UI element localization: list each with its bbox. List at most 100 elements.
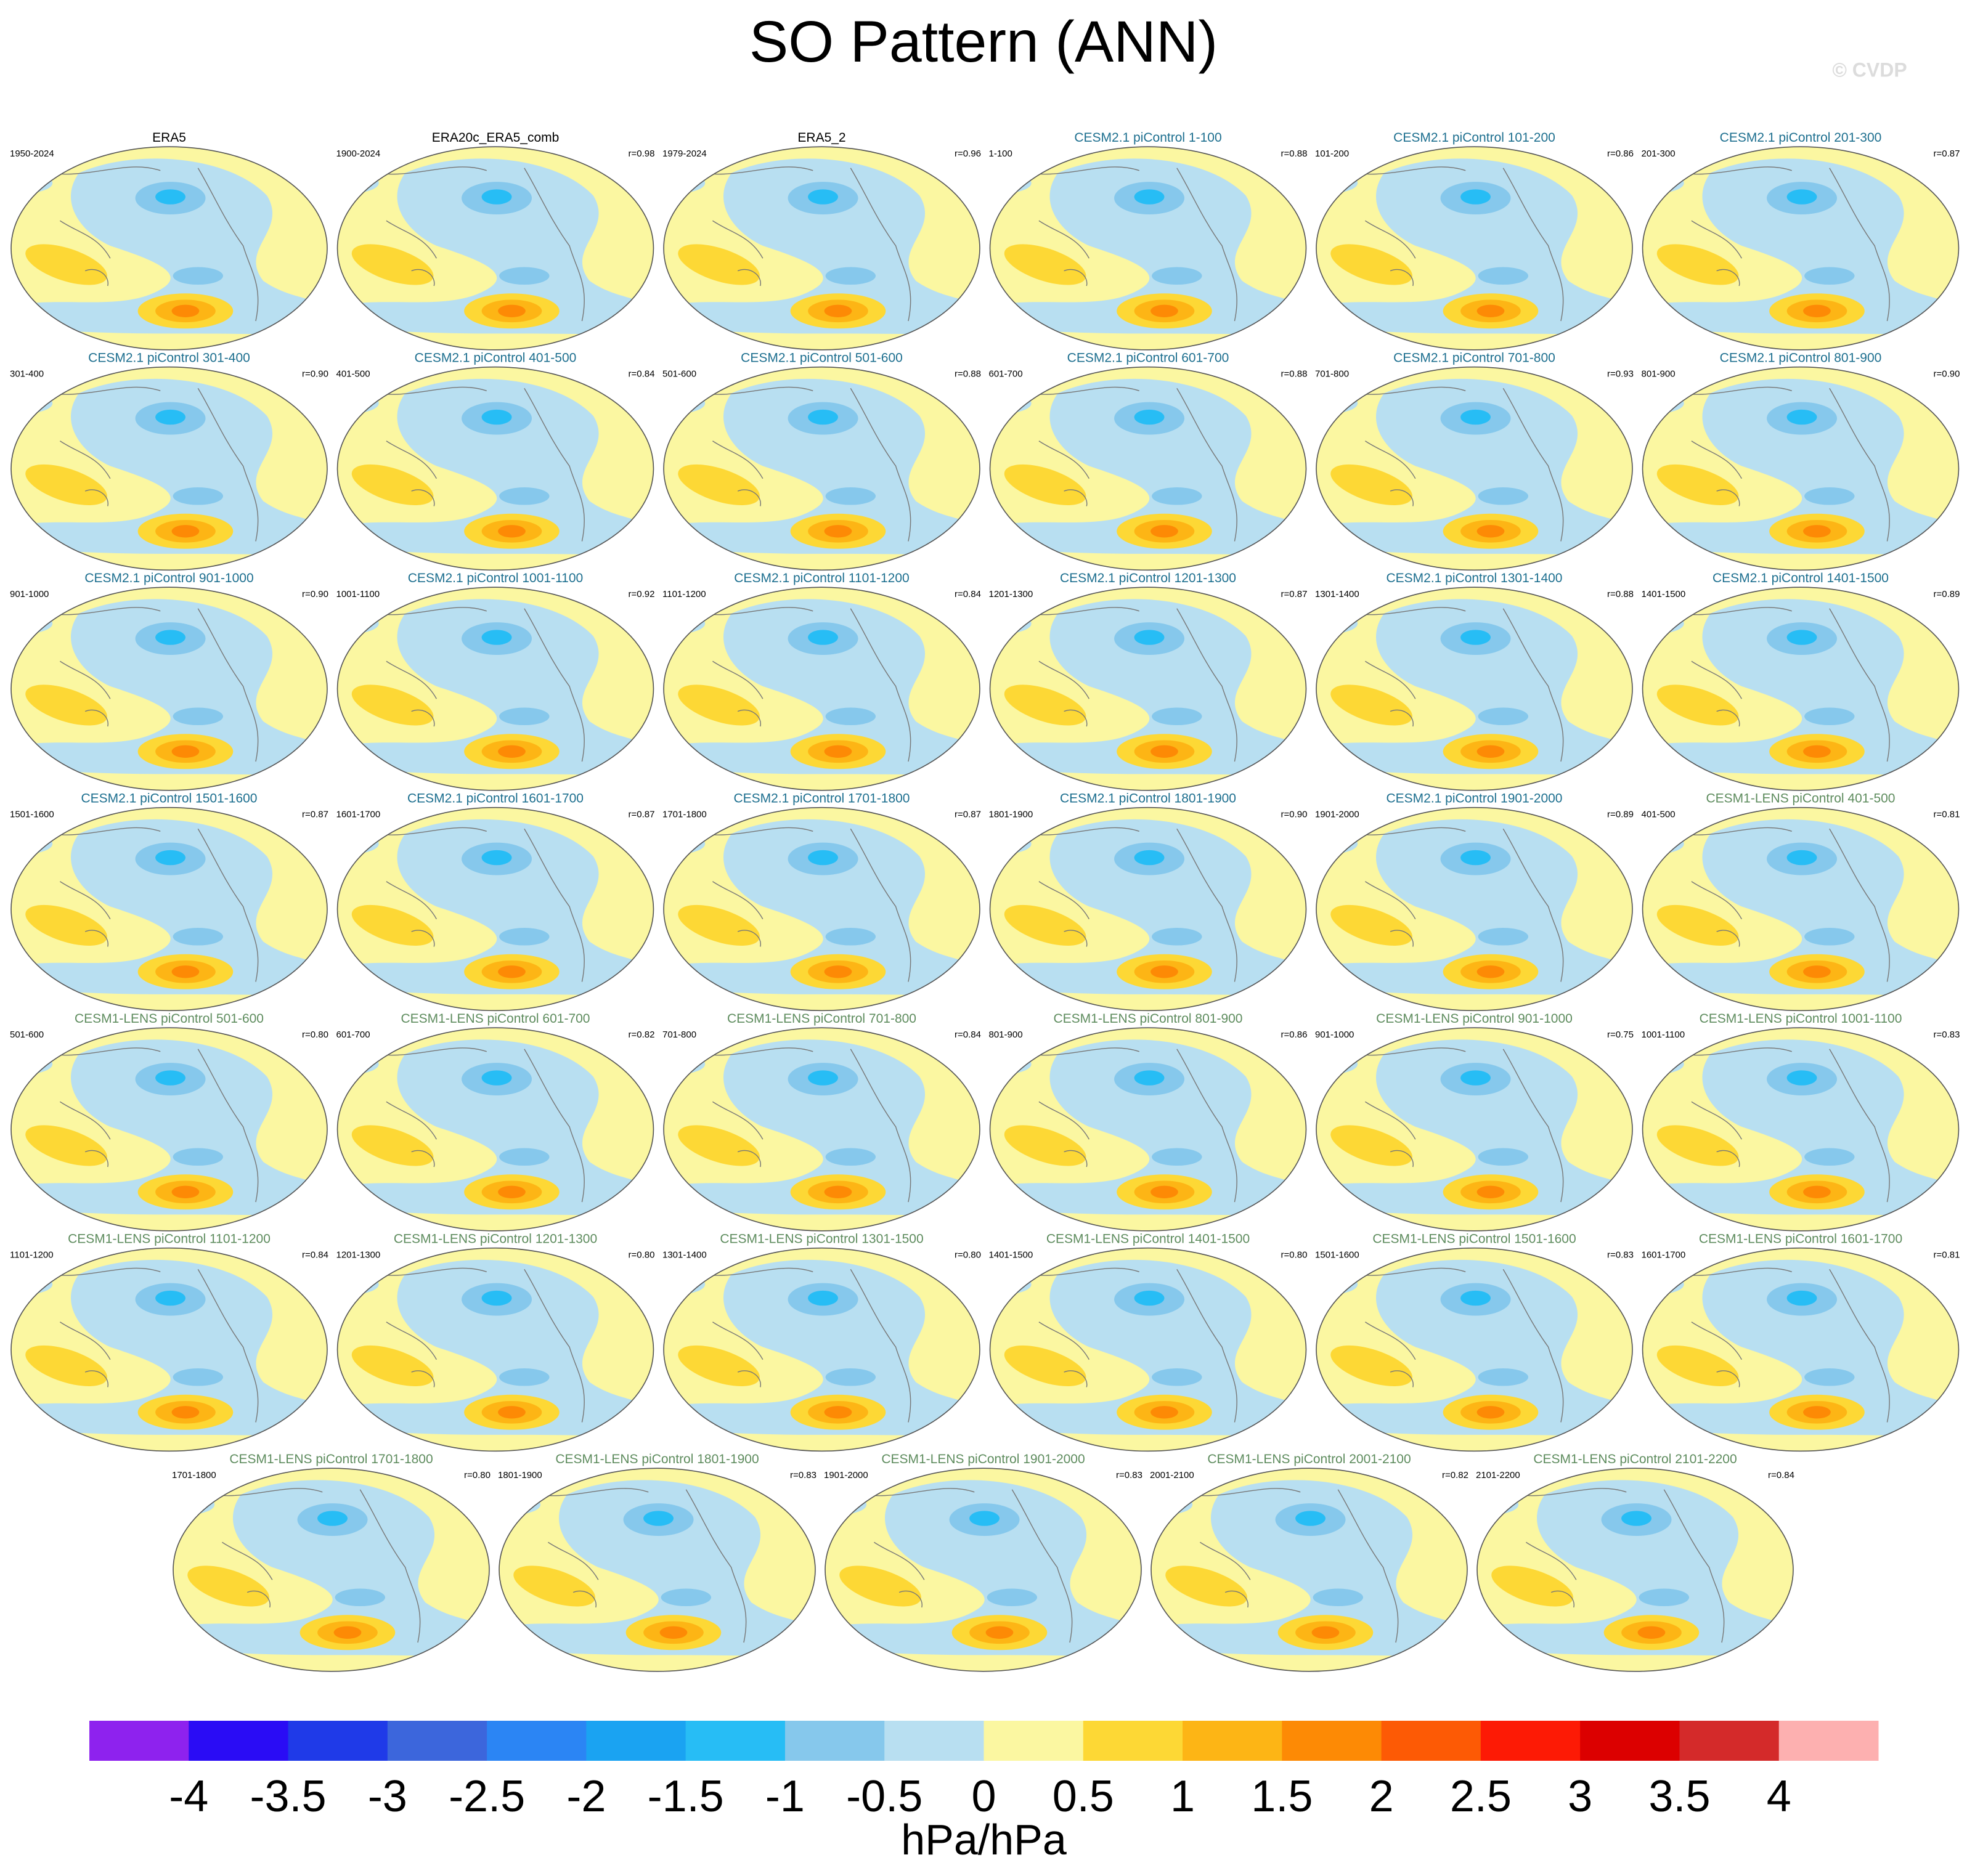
colorbar-label: -4 bbox=[169, 1772, 208, 1821]
colorbar-label: 1.5 bbox=[1251, 1772, 1313, 1821]
map bbox=[650, 366, 981, 572]
panel-title: CESM1-LENS piControl 2001-2100 bbox=[1207, 1452, 1411, 1466]
panel-period: 501-600 bbox=[10, 1029, 44, 1040]
panel-correlation: r=0.84 bbox=[302, 1250, 328, 1261]
map bbox=[0, 586, 328, 792]
panel-period: 1501-1600 bbox=[10, 810, 54, 820]
panel-title: CESM1-LENS piControl 1701-1800 bbox=[229, 1452, 433, 1466]
panel-title: CESM1-LENS piControl 1901-2000 bbox=[881, 1452, 1085, 1466]
panel-title: CESM1-LENS piControl 1801-1900 bbox=[555, 1452, 759, 1466]
map bbox=[1629, 145, 1960, 351]
colorbar-box bbox=[1679, 1721, 1780, 1761]
figure-title: SO Pattern (ANN) bbox=[749, 9, 1218, 75]
panel-correlation: r=0.84 bbox=[629, 369, 655, 380]
panel-period: 2101-2200 bbox=[1476, 1470, 1520, 1480]
panel-title: CESM2.1 piControl 1401-1500 bbox=[1712, 571, 1889, 585]
panel-title: CESM2.1 piControl 1201-1300 bbox=[1060, 571, 1236, 585]
panel-correlation: r=0.96 bbox=[955, 148, 981, 159]
panel-period: 801-900 bbox=[1642, 369, 1676, 380]
panel-period: 1950-2024 bbox=[10, 148, 54, 159]
map bbox=[324, 806, 654, 1012]
map bbox=[1303, 586, 1634, 792]
colorbar-box bbox=[884, 1721, 984, 1761]
colorbar-box bbox=[89, 1721, 189, 1761]
panel-period: 1979-2024 bbox=[662, 148, 707, 159]
panel-period: 901-1000 bbox=[10, 589, 49, 599]
colorbar-box bbox=[784, 1721, 885, 1761]
panel-period: 401-500 bbox=[1642, 810, 1676, 820]
map bbox=[650, 145, 981, 351]
colorbar-label: -3.5 bbox=[250, 1772, 327, 1821]
panel-period: 701-800 bbox=[662, 1029, 696, 1040]
panel-correlation: r=0.80 bbox=[464, 1470, 491, 1480]
panel-title: CESM2.1 piControl 401-500 bbox=[415, 351, 577, 365]
panel-period: 901-1000 bbox=[1315, 1029, 1354, 1040]
map bbox=[976, 366, 1307, 572]
panel-correlation: r=0.84 bbox=[955, 1029, 981, 1040]
panel-period: 1301-1400 bbox=[662, 1250, 707, 1261]
panel-period: 1801-1900 bbox=[989, 810, 1033, 820]
panel-period: 1501-1600 bbox=[1315, 1250, 1359, 1261]
panel-title: CESM1-LENS piControl 2101-2200 bbox=[1533, 1452, 1737, 1466]
panel-period: 701-800 bbox=[1315, 369, 1349, 380]
map bbox=[486, 1467, 817, 1673]
panel-correlation: r=0.88 bbox=[1281, 369, 1308, 380]
panel-period: 1901-2000 bbox=[824, 1470, 868, 1480]
panel-title: CESM2.1 piControl 701-800 bbox=[1393, 351, 1555, 365]
panel-correlation: r=0.92 bbox=[629, 589, 655, 599]
panel-title: CESM2.1 piControl 1601-1700 bbox=[407, 792, 584, 806]
colorbar-box bbox=[1083, 1721, 1183, 1761]
panel-title: CESM2.1 piControl 1901-2000 bbox=[1386, 792, 1562, 806]
panel-correlation: r=0.90 bbox=[1934, 369, 1960, 380]
panel-title: CESM1-LENS piControl 501-600 bbox=[75, 1012, 264, 1026]
panel-correlation: r=0.80 bbox=[302, 1029, 328, 1040]
colorbar-box bbox=[1580, 1721, 1680, 1761]
panel-correlation: r=0.83 bbox=[1934, 1029, 1960, 1040]
colorbar-label: 0.5 bbox=[1053, 1772, 1114, 1821]
panel-correlation: r=0.88 bbox=[955, 369, 981, 380]
panel-correlation: r=0.86 bbox=[1607, 148, 1634, 159]
panel-period: 1-100 bbox=[989, 148, 1012, 159]
panel-correlation: r=0.90 bbox=[302, 589, 328, 599]
map bbox=[324, 145, 654, 351]
colorbar-label: -2.5 bbox=[449, 1772, 525, 1821]
panel-correlation: r=0.89 bbox=[1607, 810, 1634, 820]
colorbar-label: -1.5 bbox=[648, 1772, 724, 1821]
colorbar-box bbox=[189, 1721, 289, 1761]
panel-correlation: r=0.80 bbox=[955, 1250, 981, 1261]
panel-correlation: r=0.87 bbox=[1934, 148, 1960, 159]
map bbox=[0, 1247, 328, 1453]
panel-title: ERA5 bbox=[152, 131, 186, 145]
colorbar-box bbox=[288, 1721, 388, 1761]
map bbox=[0, 806, 328, 1012]
map bbox=[976, 1026, 1307, 1232]
panel-period: 2001-2100 bbox=[1150, 1470, 1194, 1480]
colorbar-label: 1 bbox=[1170, 1772, 1195, 1821]
map bbox=[650, 586, 981, 792]
colorbar-unit: hPa/hPa bbox=[901, 1816, 1067, 1864]
panel-correlation: r=0.86 bbox=[1281, 1029, 1308, 1040]
panel-title: CESM2.1 piControl 1001-1100 bbox=[408, 571, 583, 585]
panel-period: 1701-1800 bbox=[662, 810, 707, 820]
panel-title: CESM1-LENS piControl 801-900 bbox=[1054, 1012, 1243, 1026]
panel-title: CESM2.1 piControl 901-1000 bbox=[84, 571, 253, 585]
panel-title: CESM1-LENS piControl 1301-1500 bbox=[720, 1232, 923, 1246]
panel-title: CESM2.1 piControl 101-200 bbox=[1393, 131, 1555, 145]
colorbar-label: 2.5 bbox=[1450, 1772, 1512, 1821]
panel-title: CESM2.1 piControl 1501-1600 bbox=[81, 792, 257, 806]
map bbox=[0, 145, 328, 351]
panel-title: CESM1-LENS piControl 1601-1700 bbox=[1699, 1232, 1902, 1246]
colorbar-label: 3.5 bbox=[1648, 1772, 1710, 1821]
colorbar-box bbox=[1778, 1721, 1879, 1761]
colorbar-label: 2 bbox=[1369, 1772, 1394, 1821]
colorbar-label: 3 bbox=[1568, 1772, 1592, 1821]
panel-period: 1801-1900 bbox=[498, 1470, 542, 1480]
panel-period: 1201-1300 bbox=[989, 589, 1033, 599]
map bbox=[324, 366, 654, 572]
panel-period: 1001-1100 bbox=[1642, 1029, 1685, 1040]
map bbox=[1629, 1026, 1960, 1232]
colorbar-box bbox=[984, 1721, 1084, 1761]
map bbox=[1629, 806, 1960, 1012]
